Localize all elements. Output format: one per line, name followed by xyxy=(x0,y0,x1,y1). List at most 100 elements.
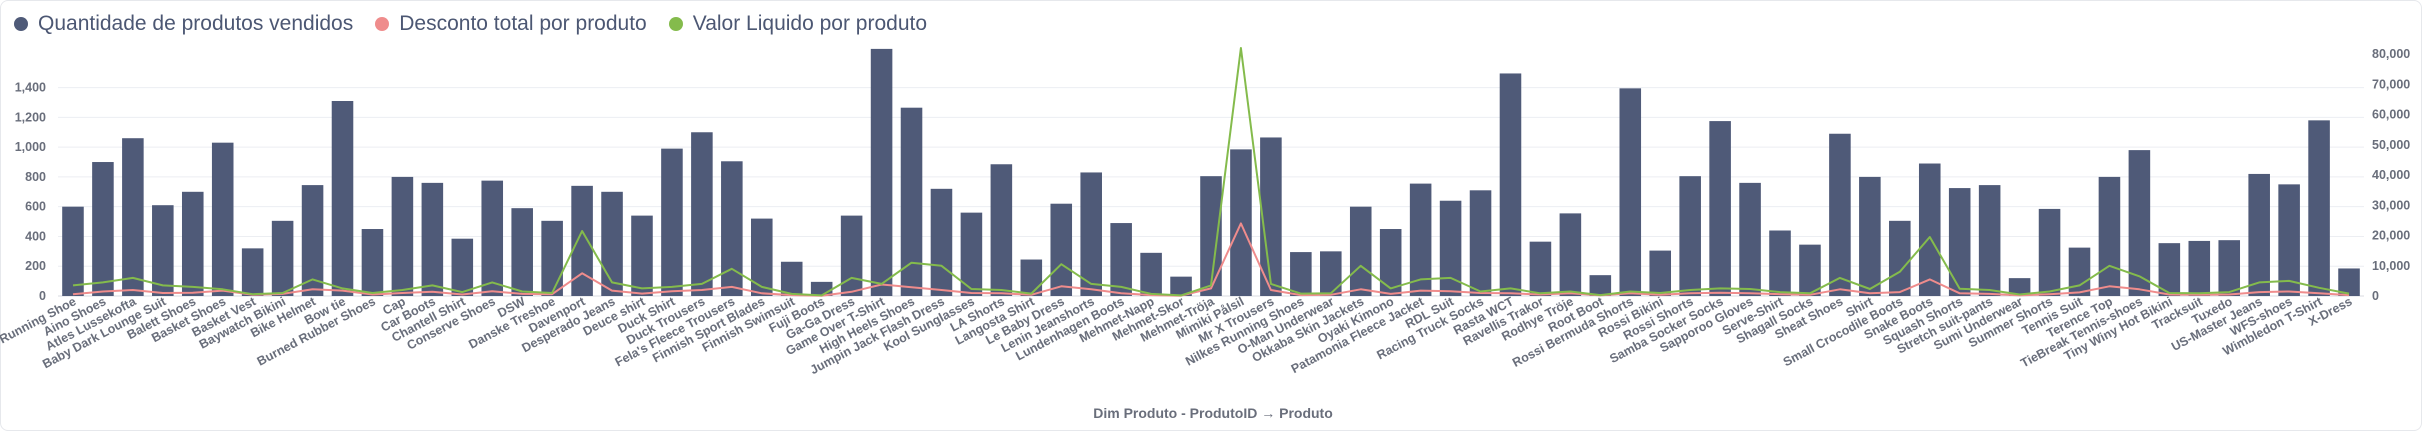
bar[interactable] xyxy=(481,180,504,296)
bar[interactable] xyxy=(571,185,593,296)
bar[interactable] xyxy=(1829,133,1851,296)
bar[interactable] xyxy=(301,185,324,296)
bar[interactable] xyxy=(1709,121,1731,297)
y-left-tick-label: 1,200 xyxy=(15,110,46,124)
bar[interactable] xyxy=(1619,88,1642,296)
bar[interactable] xyxy=(750,218,773,296)
y-right-tick-label: 30,000 xyxy=(2372,198,2410,212)
bar[interactable] xyxy=(1559,213,1582,296)
bar[interactable] xyxy=(1290,252,1312,296)
bar[interactable] xyxy=(631,215,653,296)
bar[interactable] xyxy=(2278,184,2300,296)
y-right-tick-label: 50,000 xyxy=(2372,138,2410,152)
bar[interactable] xyxy=(1918,163,1941,296)
bar[interactable] xyxy=(1320,251,1342,296)
y-left-tick-label: 400 xyxy=(25,229,46,243)
bar[interactable] xyxy=(900,107,923,296)
bar[interactable] xyxy=(1499,73,1522,296)
bar[interactable] xyxy=(1379,229,1402,296)
bar[interactable] xyxy=(1349,206,1372,296)
bar[interactable] xyxy=(870,48,893,296)
y-right-tick-label: 20,000 xyxy=(2372,229,2410,243)
bar-series-quantidade xyxy=(62,48,2360,297)
bar[interactable] xyxy=(421,182,444,296)
bar[interactable] xyxy=(601,191,623,296)
bar[interactable] xyxy=(960,212,983,296)
bar[interactable] xyxy=(211,142,234,296)
bar[interactable] xyxy=(930,188,953,296)
bar[interactable] xyxy=(2098,176,2121,296)
bar[interactable] xyxy=(451,238,474,296)
bar[interactable] xyxy=(511,208,533,296)
legend-dot-valor xyxy=(668,17,683,31)
bar[interactable] xyxy=(1978,185,2001,296)
bar[interactable] xyxy=(1170,276,1192,296)
line-series xyxy=(72,47,2350,297)
bar[interactable] xyxy=(152,205,174,296)
legend-item-valor[interactable]: Valor Liquido por produto xyxy=(668,12,927,36)
legend-label-desconto: Desconto total por produto xyxy=(399,12,647,35)
bar[interactable] xyxy=(2158,243,2181,296)
bar[interactable] xyxy=(361,229,384,296)
x-axis-label: Dim Produto - ProdutoID → Produto xyxy=(1093,405,1333,421)
bar[interactable] xyxy=(1859,176,1881,296)
bar[interactable] xyxy=(1110,223,1132,296)
bar[interactable] xyxy=(1739,182,1761,296)
bar[interactable] xyxy=(271,220,294,296)
y-axis-left: 0 200 400 600 800 1,000 1,200 1,400 xyxy=(15,81,46,303)
bar[interactable] xyxy=(181,191,204,296)
bar[interactable] xyxy=(2248,173,2270,296)
bar[interactable] xyxy=(2008,278,2031,296)
bar[interactable] xyxy=(2188,240,2211,296)
bar[interactable] xyxy=(1948,188,1971,296)
bar[interactable] xyxy=(661,148,683,296)
legend: Quantidade de produtos vendidos Desconto… xyxy=(14,12,949,36)
bar[interactable] xyxy=(1679,176,1701,296)
bar[interactable] xyxy=(2068,247,2091,296)
line-desconto[interactable] xyxy=(72,222,2350,297)
bar[interactable] xyxy=(2308,120,2330,297)
bar[interactable] xyxy=(1889,220,1911,296)
bar[interactable] xyxy=(1529,241,1552,296)
bar[interactable] xyxy=(1439,200,1462,296)
bar[interactable] xyxy=(1020,259,1043,296)
bar[interactable] xyxy=(1140,252,1162,296)
legend-dot-quantidade xyxy=(14,17,28,31)
bar[interactable] xyxy=(2128,150,2151,296)
bar[interactable] xyxy=(391,176,414,296)
bar[interactable] xyxy=(62,206,84,296)
bar[interactable] xyxy=(241,248,264,296)
y-right-tick-label: 40,000 xyxy=(2372,168,2410,182)
bar[interactable] xyxy=(331,100,354,297)
bar[interactable] xyxy=(691,132,713,296)
bar[interactable] xyxy=(990,164,1013,296)
y-right-tick-label: 80,000 xyxy=(2372,47,2410,61)
bar[interactable] xyxy=(541,220,563,296)
y-left-tick-label: 1,400 xyxy=(15,81,46,95)
bar[interactable] xyxy=(2338,268,2360,296)
bar[interactable] xyxy=(2038,208,2061,296)
y-right-tick-label: 60,000 xyxy=(2372,108,2410,122)
bar[interactable] xyxy=(1260,137,1282,296)
bar[interactable] xyxy=(840,215,863,296)
bar[interactable] xyxy=(1050,203,1073,296)
bar[interactable] xyxy=(721,161,743,296)
bar[interactable] xyxy=(2218,240,2241,296)
bar[interactable] xyxy=(122,138,144,296)
legend-item-quantidade[interactable]: Quantidade de produtos vendidos xyxy=(14,12,353,36)
bar[interactable] xyxy=(1649,250,1672,296)
bar[interactable] xyxy=(1469,190,1492,296)
bar[interactable] xyxy=(1080,172,1102,296)
bar[interactable] xyxy=(1589,275,1612,296)
bar[interactable] xyxy=(1769,230,1791,296)
y-left-tick-label: 800 xyxy=(25,170,46,184)
bar[interactable] xyxy=(1409,183,1432,296)
bar[interactable] xyxy=(1200,176,1222,296)
bar[interactable] xyxy=(1799,244,1821,296)
bar[interactable] xyxy=(92,162,114,296)
y-left-tick-label: 1,000 xyxy=(15,140,46,154)
bar[interactable] xyxy=(780,261,803,296)
line-valor[interactable] xyxy=(72,47,2350,297)
legend-item-desconto[interactable]: Desconto total por produto xyxy=(375,12,647,36)
